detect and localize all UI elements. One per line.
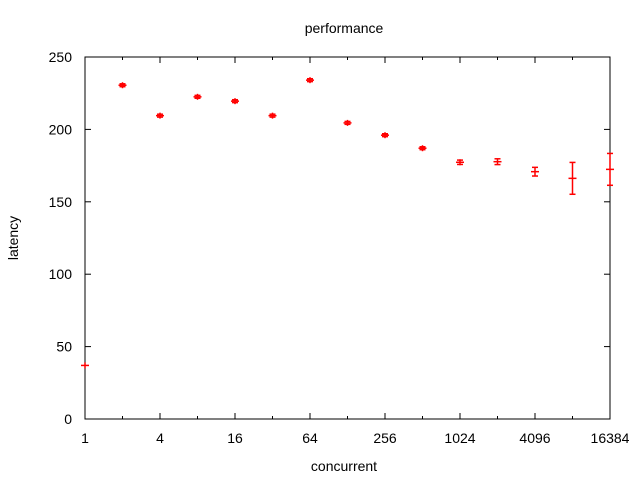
data-point [193, 93, 202, 100]
data-point [118, 82, 127, 89]
x-tick-label: 16384 [591, 430, 630, 446]
x-tick-label: 64 [302, 430, 318, 446]
data-point [268, 112, 277, 119]
x-tick-label: 4 [156, 430, 164, 446]
chart-title: performance [305, 20, 384, 36]
x-tick-label: 1024 [444, 430, 475, 446]
y-tick-label: 0 [64, 411, 72, 427]
x-tick-label: 4096 [519, 430, 550, 446]
data-point [306, 77, 314, 84]
data-point [81, 362, 89, 369]
y-tick-label: 100 [49, 266, 73, 282]
data-point [156, 112, 164, 119]
data-point [231, 98, 239, 105]
y-axis-label: latency [5, 216, 21, 260]
data-point [493, 158, 502, 166]
data-point [568, 161, 577, 196]
x-tick-label: 16 [227, 430, 243, 446]
x-axis-label: concurrent [311, 458, 377, 474]
data-point [343, 119, 352, 126]
plot-border [84, 56, 611, 420]
data-point [606, 152, 614, 187]
y-tick-label: 250 [49, 49, 73, 65]
data-point [381, 132, 389, 139]
y-tick-label: 50 [56, 339, 72, 355]
y-tick-label: 150 [49, 194, 73, 210]
data-point [418, 145, 427, 152]
data-point [531, 166, 539, 177]
y-tick-label: 200 [49, 121, 73, 137]
x-tick-label: 256 [373, 430, 397, 446]
x-tick-label: 1 [81, 430, 89, 446]
data-point [456, 159, 464, 166]
